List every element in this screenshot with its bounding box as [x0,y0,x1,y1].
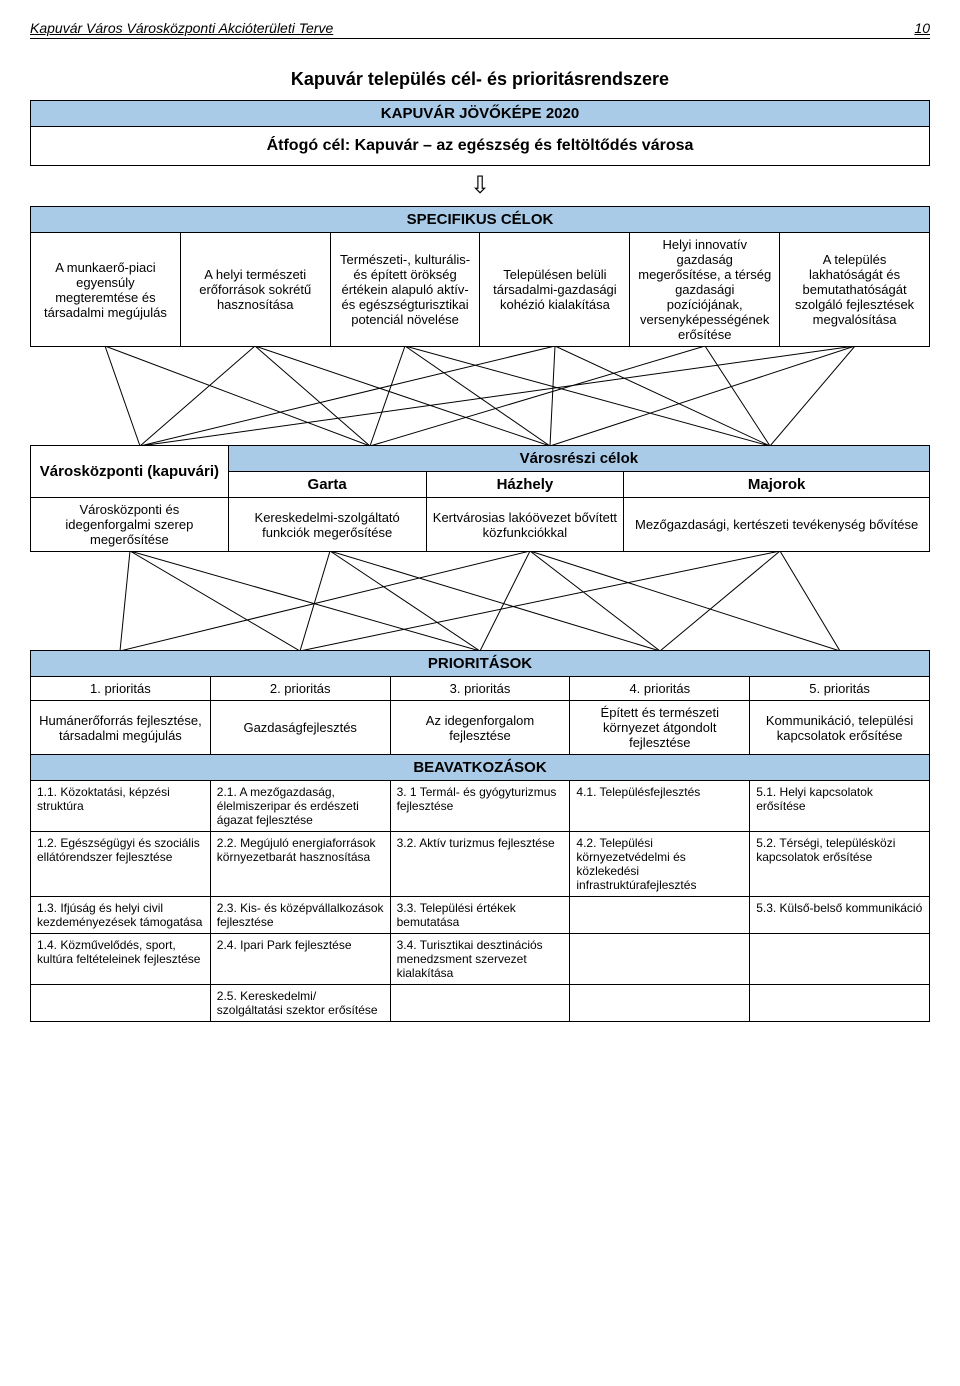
intervention-cell: 3. 1 Termál- és gyógyturizmus fejlesztés… [390,781,570,832]
intervention-cell [390,985,570,1022]
specific-cell: Helyi innovatív gazdaság megerősítése, a… [630,233,780,347]
intervention-cell [570,934,750,985]
intervention-cell: 5.2. Térségi, településközi kapcsolatok … [750,832,930,897]
district-desc: Kertvárosias lakóövezet bővített közfunk… [426,498,624,552]
intervention-cell: 1.2. Egészségügyi és szociális ellátóren… [31,832,211,897]
specific-cell: A település lakhatóságát és bemutathatós… [780,233,930,347]
district-goals-table: Városközponti (kapuvári) Városrészi célo… [30,445,930,552]
priority-desc: Épített és természeti környezet átgondol… [570,701,750,755]
vision-subtitle: Átfogó cél: Kapuvár – az egészség és fel… [31,127,930,166]
priority-num: 1. prioritás [31,677,211,701]
intervention-cell: 1.4. Közművelődés, sport, kultúra feltét… [31,934,211,985]
priority-num: 3. prioritás [390,677,570,701]
district-cell: Garta [228,472,426,498]
intervention-cell [31,985,211,1022]
vision-table: KAPUVÁR JÖVŐKÉPE 2020 Átfogó cél: Kapuvá… [30,100,930,166]
priority-num: 5. prioritás [750,677,930,701]
specific-goals-table: SPECIFIKUS CÉLOK A munkaerő-piaci egyens… [30,206,930,347]
specific-cell: A helyi természeti erőforrások sokrétű h… [180,233,330,347]
district-desc: Kereskedelmi-szolgáltató funkciók megerő… [228,498,426,552]
intervention-cell: 4.2. Települési környezetvédelmi és közl… [570,832,750,897]
intervention-cell: 2.3. Kis- és középvállalkozások fejleszt… [210,897,390,934]
header-left: Kapuvár Város Városközponti Akcióterület… [30,20,333,36]
priority-desc: Kommunikáció, települési kapcsolatok erő… [750,701,930,755]
priorities-header: PRIORITÁSOK [31,651,930,677]
intervention-cell: 1.3. Ifjúság és helyi civil kezdeményezé… [31,897,211,934]
intervention-cell: 3.3. Települési értékek bemutatása [390,897,570,934]
priority-num: 2. prioritás [210,677,390,701]
intervention-cell [750,934,930,985]
intervention-cell: 4.1. Településfejlesztés [570,781,750,832]
intervention-cell: 5.1. Helyi kapcsolatok erősítése [750,781,930,832]
intervention-cell: 1.1. Közoktatási, képzési struktúra [31,781,211,832]
intervention-cell [750,985,930,1022]
vision-header: KAPUVÁR JÖVŐKÉPE 2020 [31,101,930,127]
intervention-cell: 2.1. A mezőgazdaság, élelmiszeripar és e… [210,781,390,832]
interventions-header: BEAVATKOZÁSOK [31,755,930,781]
intervention-cell: 2.2. Megújuló energiaforrások környezetb… [210,832,390,897]
intervention-cell: 3.2. Aktív turizmus fejlesztése [390,832,570,897]
arrow-down-icon: ⇩ [30,171,930,201]
connector-lines-1 [30,346,930,446]
specific-cell: Településen belüli társadalmi-gazdasági … [480,233,630,347]
district-desc: Városközponti és idegenforgalmi szerep m… [31,498,229,552]
priority-desc: Az idegenforgalom fejlesztése [390,701,570,755]
connector-lines-2 [30,551,930,651]
page-title: Kapuvár település cél- és prioritásrends… [30,69,930,90]
district-cell: Házhely [426,472,624,498]
priority-desc: Gazdaságfejlesztés [210,701,390,755]
specific-cell: Természeti-, kulturális- és épített örök… [330,233,480,347]
specific-cell: A munkaerő-piaci egyensúly megteremtése … [31,233,181,347]
priority-desc: Humánerőforrás fejlesztése, társadalmi m… [31,701,211,755]
intervention-cell: 2.4. Ipari Park fejlesztése [210,934,390,985]
intervention-cell [570,985,750,1022]
intervention-cell: 5.3. Külső-belső kommunikáció [750,897,930,934]
district-desc: Mezőgazdasági, kertészeti tevékenység bő… [624,498,930,552]
district-header: Városrészi célok [228,446,929,472]
priorities-table: PRIORITÁSOK 1. prioritás 2. prioritás 3.… [30,650,930,1022]
specific-header: SPECIFIKUS CÉLOK [31,207,930,233]
district-cell: Városközponti (kapuvári) [31,446,229,498]
intervention-cell: 2.5. Kereskedelmi/ szolgáltatási szektor… [210,985,390,1022]
intervention-cell [570,897,750,934]
district-cell: Majorok [624,472,930,498]
priority-num: 4. prioritás [570,677,750,701]
page-header: Kapuvár Város Városközponti Akcióterület… [30,20,930,39]
intervention-cell: 3.4. Turisztikai desztinációs menedzsmen… [390,934,570,985]
header-page-number: 10 [914,20,930,36]
